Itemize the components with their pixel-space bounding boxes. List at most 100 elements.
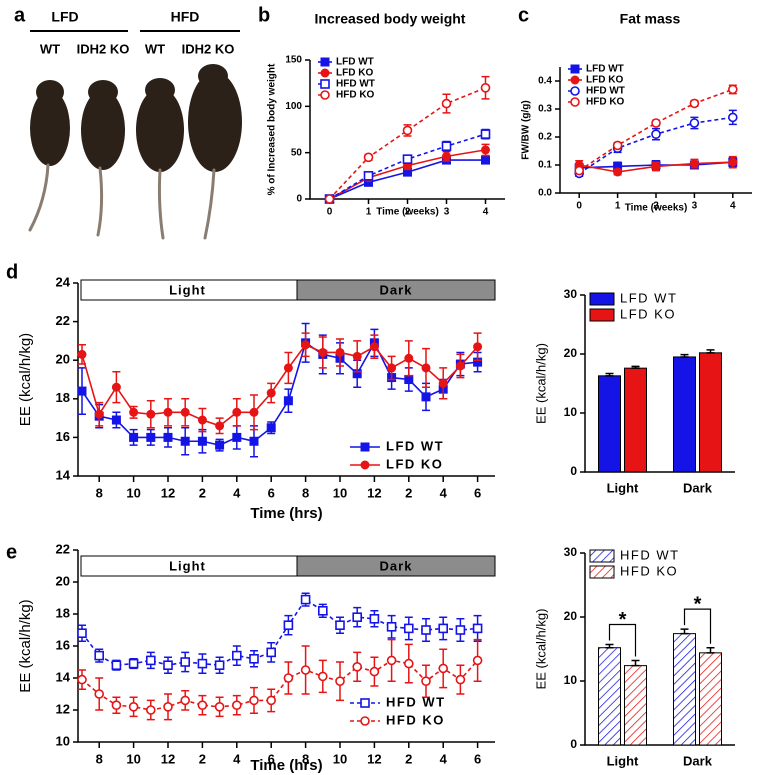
x-tick-label: 3: [692, 201, 698, 212]
y-tick-label: 100: [285, 101, 302, 112]
significance-label: *: [619, 609, 627, 631]
panel-letter: d: [6, 261, 18, 283]
x-tick-label: 2: [405, 207, 411, 218]
group-label: LFD: [51, 9, 78, 25]
tail: [96, 166, 104, 237]
x-tick-label: 8: [302, 751, 309, 766]
marker: [318, 347, 328, 357]
x-tick-label: 12: [161, 485, 175, 500]
marker: [163, 407, 173, 417]
marker: [146, 409, 156, 419]
marker: [352, 661, 363, 672]
panel-a: a LFD HFD WT IDH2 KO WT IDH2 KO: [14, 4, 242, 240]
marker: [651, 118, 661, 128]
x-tick-label: 6: [268, 751, 275, 766]
marker: [214, 701, 225, 712]
chart: EE (kcal/h/kg) 0 10 20 30 Light Dark * * HFD WTHF…: [533, 545, 735, 768]
y-tick-label: 0.4: [538, 76, 552, 87]
legend-marker: [320, 57, 330, 67]
mouse: [30, 90, 70, 166]
x-axis-label: Time (weeks): [625, 203, 688, 214]
marker: [266, 695, 277, 706]
marker: [128, 701, 139, 712]
error-bar: [680, 628, 689, 635]
marker: [441, 141, 452, 151]
marker: [283, 620, 294, 631]
x-tick-label: Dark: [683, 753, 713, 768]
marker: [442, 151, 451, 161]
marker: [335, 347, 345, 357]
legend-label: LFD WT: [386, 438, 444, 453]
chart: b Increased body weight % of Increased bod…: [258, 4, 505, 218]
series-line: [81, 341, 478, 446]
marker: [283, 396, 293, 406]
x-tick-label: 2: [199, 485, 206, 500]
x-tick-label: 4: [233, 485, 241, 500]
marker: [283, 363, 293, 373]
group-label: HFD: [171, 9, 200, 25]
legend-marker: [570, 75, 580, 85]
legend-swatch: [589, 565, 615, 579]
marker: [317, 671, 328, 682]
marker: [352, 612, 363, 623]
marker: [403, 623, 414, 634]
bar: [699, 352, 722, 473]
marker: [215, 440, 225, 450]
x-axis-label: Time (hrs): [250, 757, 322, 774]
y-tick-label: 30: [564, 287, 578, 301]
period-label: Light: [169, 282, 206, 297]
chart: EE (kcal/h/kg) 0 10 20 30 Light Dark LFD WTLFD …: [533, 287, 735, 495]
legend-marker: [570, 86, 580, 96]
error-bar: [680, 353, 689, 358]
marker: [146, 432, 156, 442]
legend-marker: [320, 68, 330, 78]
x-tick-label: 0: [327, 207, 333, 218]
marker: [111, 660, 122, 671]
marker: [232, 700, 242, 711]
marker: [266, 647, 277, 658]
marker: [369, 342, 379, 352]
marker: [111, 415, 121, 425]
y-axis-label: % of Increased body weight: [267, 63, 278, 195]
y-tick-label: 20: [56, 573, 70, 588]
marker: [335, 620, 345, 631]
legend-label: HFD WT: [336, 79, 375, 90]
marker: [369, 613, 380, 624]
marker: [128, 658, 139, 669]
y-axis-label: EE (kcal/h/kg): [17, 333, 34, 426]
series-line: [578, 88, 734, 172]
marker: [77, 628, 87, 639]
marker: [480, 129, 491, 139]
period-label: Dark: [380, 282, 413, 297]
panel-letter: e: [6, 541, 17, 563]
marker: [613, 167, 623, 177]
x-tick-label: 2: [405, 751, 412, 766]
y-tick-label: 150: [285, 55, 302, 66]
legend-label: HFD WT: [586, 86, 625, 97]
legend-label: LFD KO: [586, 75, 623, 86]
marker: [421, 392, 431, 402]
tail: [157, 168, 165, 240]
tail: [203, 168, 216, 240]
y-tick-label: 14: [56, 467, 71, 482]
y-tick-label: 20: [56, 352, 70, 367]
marker: [438, 663, 449, 674]
marker: [727, 84, 738, 95]
marker: [386, 655, 397, 666]
y-tick-label: 10: [564, 405, 578, 419]
marker: [266, 423, 276, 433]
marker: [301, 340, 311, 350]
panel-letter: c: [518, 4, 529, 26]
marker: [249, 653, 259, 664]
x-tick-label: 3: [444, 207, 450, 218]
legend-marker: [360, 460, 370, 470]
significance-label: *: [694, 593, 702, 615]
marker: [94, 409, 104, 419]
y-tick-label: 24: [56, 274, 71, 289]
y-tick-label: 14: [56, 669, 71, 684]
marker: [369, 666, 380, 677]
x-tick-label: 4: [233, 751, 241, 766]
x-tick-label: 1: [366, 207, 372, 218]
marker: [197, 658, 208, 669]
